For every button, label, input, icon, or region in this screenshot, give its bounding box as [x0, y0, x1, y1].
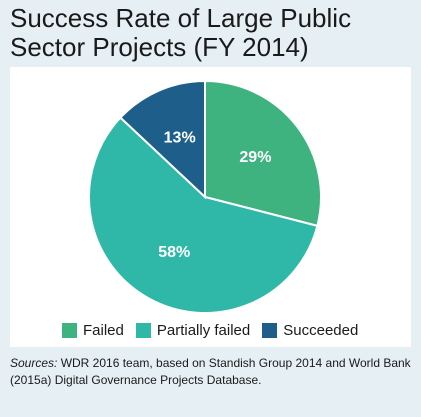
legend-label-failed: Failed — [83, 322, 124, 339]
chart-panel: 29% 58% 13% Failed Partially failed Succee… — [10, 67, 411, 347]
legend-item-failed: Failed — [62, 322, 124, 339]
pie-slice-succeeded — [119, 79, 206, 200]
source-prefix: Sources: — [10, 356, 58, 370]
legend-label-partially-failed: Partially failed — [156, 322, 251, 339]
legend-swatch-partially-failed — [135, 323, 151, 338]
legend-swatch-failed — [62, 323, 77, 338]
pie-chart: 29% 58% 13% — [88, 79, 322, 314]
pie-slice-failed — [204, 79, 322, 228]
source-text: WDR 2016 team, based on Standish Group 2… — [10, 356, 411, 387]
source-note: Sources: WDR 2016 team, based on Standis… — [10, 355, 415, 389]
legend-label-succeeded: Succeeded — [283, 322, 359, 339]
legend-item-partially-failed: Partially failed — [135, 322, 251, 339]
legend-item-succeeded: Succeeded — [262, 322, 358, 339]
data-label-succeeded: 13% — [164, 130, 196, 147]
data-label-partially-failed: 58% — [158, 244, 190, 261]
legend: Failed Partially failed Succeeded — [62, 322, 370, 339]
pie-slice-partially-failed — [88, 116, 319, 314]
legend-swatch-succeeded — [262, 323, 278, 338]
chart-title: Success Rate of Large Public Sector Proj… — [10, 3, 352, 62]
data-label-failed: 29% — [239, 149, 271, 166]
